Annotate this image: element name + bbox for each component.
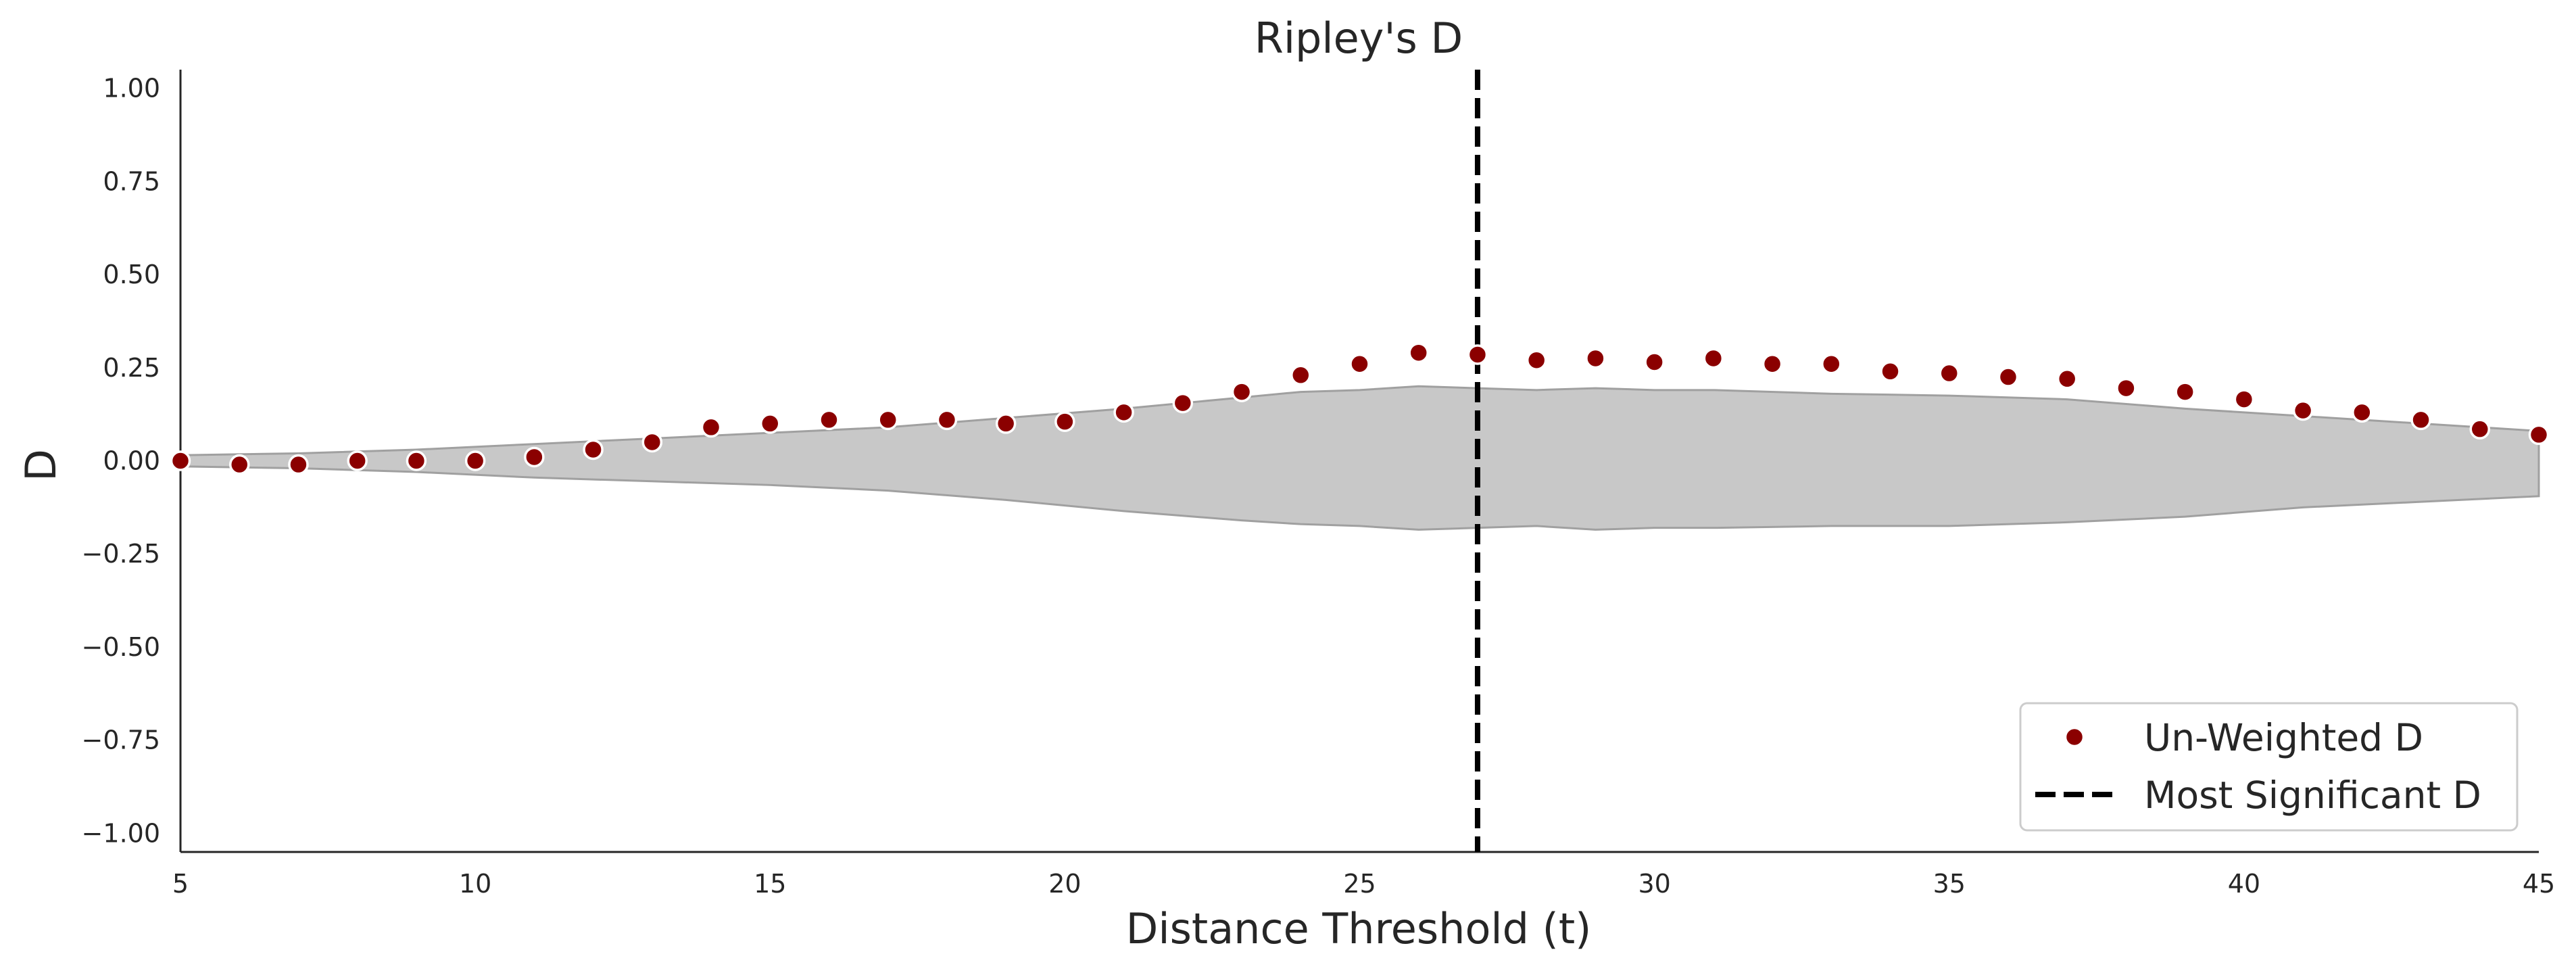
data-point (1644, 352, 1665, 373)
data-point (1939, 362, 1960, 384)
legend-label-most-significant: Most Significant D (2144, 774, 2481, 817)
data-point (464, 450, 486, 471)
data-point (170, 450, 191, 471)
data-point (1880, 361, 1901, 382)
data-point (2528, 424, 2550, 446)
data-point (2233, 389, 2255, 410)
data-point (995, 413, 1017, 434)
data-point (700, 417, 722, 438)
y-tick-label: −0.50 (82, 632, 160, 662)
data-point (1526, 350, 1547, 371)
legend-label-unweighted: Un-Weighted D (2144, 716, 2423, 759)
y-tick-label: −0.25 (82, 539, 160, 569)
x-tick-label: 15 (754, 869, 786, 899)
chart-title: Ripley's D (1255, 14, 1463, 63)
data-point (2056, 369, 2078, 389)
data-point (228, 454, 250, 475)
data-point (2292, 400, 2314, 421)
y-tick-label: 0.00 (103, 446, 160, 476)
data-point (760, 413, 781, 434)
data-point (2352, 402, 2373, 423)
data-point (1761, 354, 1783, 375)
data-point (1585, 348, 1606, 369)
data-point (819, 409, 840, 431)
legend-marker-unweighted (2064, 726, 2085, 748)
data-point (2116, 377, 2137, 399)
data-point (524, 446, 545, 468)
data-point (1997, 366, 2019, 387)
y-tick-label: −1.00 (82, 818, 160, 848)
data-point (1703, 348, 1724, 369)
data-point (2174, 381, 2195, 402)
x-tick-label: 40 (2228, 869, 2260, 899)
x-tick-label: 10 (459, 869, 491, 899)
x-axis-title: Distance Threshold (t) (1126, 904, 1592, 953)
data-point (1290, 364, 1311, 386)
envelope-band (179, 385, 2540, 531)
y-tick-label: −0.75 (82, 726, 160, 755)
x-tick-label: 35 (1933, 869, 1966, 899)
data-point (1349, 354, 1370, 375)
data-point (288, 454, 309, 475)
data-point (936, 409, 958, 431)
data-point (641, 431, 663, 453)
y-tick-label: 1.00 (103, 74, 160, 103)
x-tick-label: 30 (1638, 869, 1670, 899)
y-tick-label: 0.50 (103, 260, 160, 289)
data-point (583, 439, 604, 460)
plot-area: 5 10 15 20 25 30 35 40 45 1.00 0.75 0.50 0.25 0.00 −0.… (82, 70, 2555, 899)
data-point (1054, 411, 1075, 432)
legend: Un-Weighted D Most Significant D (2019, 702, 2519, 832)
data-point (1172, 392, 1194, 414)
data-point (1113, 402, 1134, 423)
x-tick-label: 45 (2523, 869, 2555, 899)
data-point (1408, 342, 1429, 363)
data-point (1467, 344, 1488, 365)
x-tick-label: 5 (172, 869, 189, 899)
y-tick-label: 0.75 (103, 166, 160, 196)
y-axis-title: D (16, 449, 66, 481)
data-point (347, 450, 368, 471)
data-point (877, 409, 898, 431)
data-point (2469, 419, 2491, 440)
data-point (1231, 381, 1253, 402)
y-tick-label: 0.25 (103, 353, 160, 383)
legend-box (2019, 702, 2519, 832)
data-point (406, 450, 427, 471)
x-tick-label: 20 (1048, 869, 1081, 899)
x-tick-label: 25 (1343, 869, 1376, 899)
data-point (2410, 409, 2431, 431)
data-point (1821, 354, 1842, 375)
